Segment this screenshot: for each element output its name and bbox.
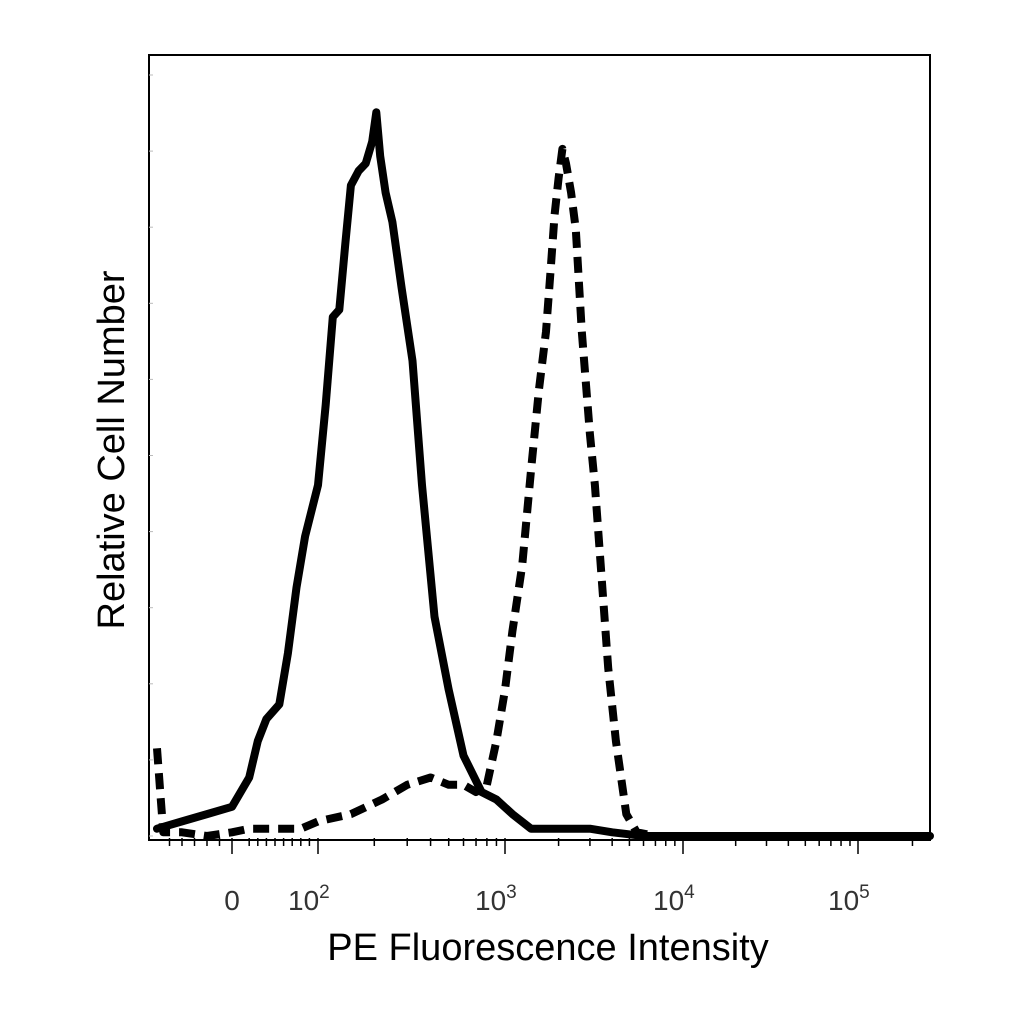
tick-label-exponent: 3 xyxy=(506,882,517,903)
tick-label-exponent: 4 xyxy=(684,882,695,903)
tick-label-base: 10 xyxy=(653,885,684,916)
tick-label-base: 10 xyxy=(475,885,506,916)
tick-label-base: 10 xyxy=(828,885,859,916)
x-axis-title: PE Fluorescence Intensity xyxy=(327,927,768,969)
x-tick-label: 104 xyxy=(653,882,695,916)
tick-label-base: 10 xyxy=(288,885,319,916)
series-line-dashed xyxy=(153,144,930,840)
series-layer xyxy=(153,108,934,840)
x-tick-label: 103 xyxy=(475,882,517,916)
plot-frame xyxy=(148,54,931,841)
tick-label-exponent: 5 xyxy=(859,882,870,903)
x-axis-tick-labels: 0 102 103 104 105 xyxy=(224,882,870,916)
x-tick-label: 105 xyxy=(828,882,870,916)
y-axis-ticks xyxy=(149,74,153,837)
x-tick-label: 102 xyxy=(288,882,330,916)
x-tick-label: 0 xyxy=(224,885,240,916)
series-line-solid xyxy=(153,108,934,840)
y-axis-title: Relative Cell Number xyxy=(91,270,133,629)
tick-label-exponent: 2 xyxy=(319,882,330,903)
